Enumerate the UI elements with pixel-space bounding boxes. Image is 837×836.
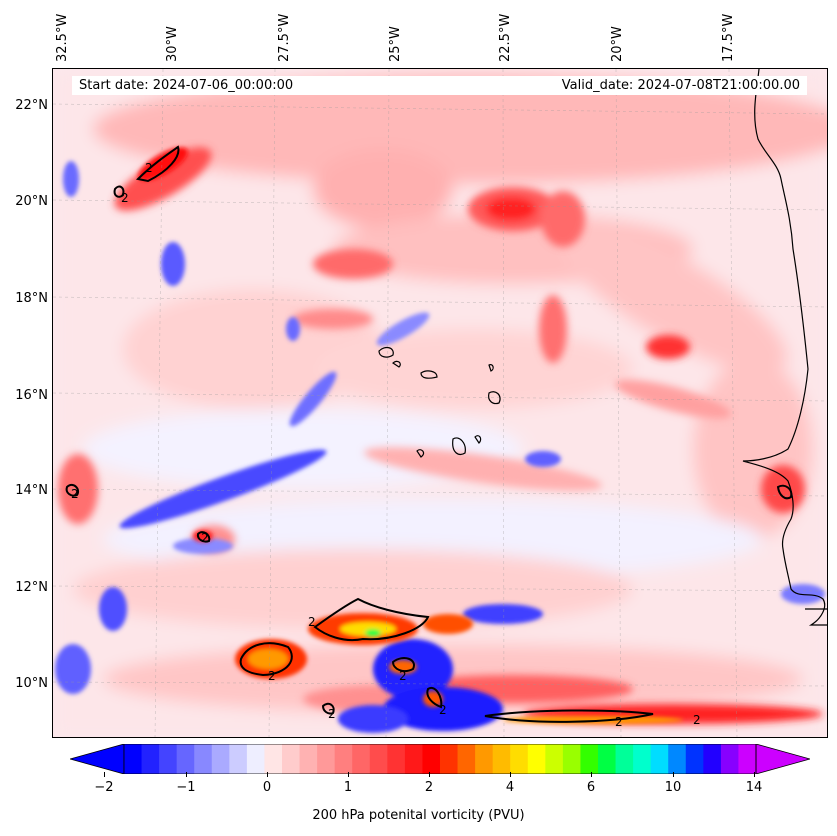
longitude-label-25w: 25°W — [388, 26, 403, 62]
contour-label: 2 — [693, 713, 701, 727]
latitude-label-20n: 20°N — [15, 194, 48, 209]
colorbar-segment — [615, 744, 634, 774]
colorbar-segment — [334, 744, 353, 774]
valid-date-label: Valid_date: 2024-07-08T21:00:00.00 — [561, 78, 800, 93]
latitude-label-16n: 16°N — [15, 388, 48, 403]
colorbar-tickmark — [104, 772, 105, 777]
contour-label: 2 — [201, 531, 209, 545]
colorbar-segment — [703, 744, 722, 774]
colorbar-tickmark — [673, 772, 674, 777]
colorbar-segment — [264, 744, 283, 774]
colorbar-segment — [352, 744, 371, 774]
latitude-label-14n: 14°N — [15, 483, 48, 498]
colorbar-segment — [668, 744, 687, 774]
colorbar-segment — [422, 744, 441, 774]
longitude-label-22-5w: 22.5°W — [498, 13, 513, 62]
latitude-label-18n: 18°N — [15, 291, 48, 306]
colorbar-segment — [527, 744, 546, 774]
longitude-label-27-5w: 27.5°W — [277, 13, 292, 62]
colorbar-tickmark — [591, 772, 592, 777]
colorbar-segment — [369, 744, 388, 774]
longitude-label-20w: 20°W — [610, 26, 625, 62]
colorbar-extend-min — [68, 743, 125, 775]
colorbar-segment — [246, 744, 265, 774]
contour-label: 2 — [121, 191, 129, 205]
contour-label: 2 — [308, 615, 316, 629]
pv-contours-2pvu — [65, 145, 793, 723]
colorbar-tickmark — [348, 772, 349, 777]
latitude-label-22n: 22°N — [15, 98, 48, 113]
colorbar-tickmark — [429, 772, 430, 777]
colorbar-segment — [387, 744, 406, 774]
longitude-label-30w: 30°W — [165, 26, 180, 62]
start-date-label: Start date: 2024-07-06_00:00:00 — [79, 78, 294, 93]
colorbar-graphic — [68, 743, 812, 775]
potential-vorticity-map[interactable]: 2 2 2 2 2 2 2 2 2 2 2 — [52, 68, 828, 738]
colorbar-segment — [545, 744, 564, 774]
longitude-label-32-5w: 32.5°W — [55, 13, 70, 62]
contour-label: 2 — [71, 487, 79, 501]
colorbar-tick-label: 1 — [343, 780, 353, 795]
map-canvas — [53, 69, 827, 737]
cabo-verde-islands[interactable] — [378, 346, 501, 458]
colorbar-segment — [580, 744, 599, 774]
contour-label: 2 — [328, 707, 336, 721]
colorbar-segment — [492, 744, 511, 774]
graticule — [53, 69, 827, 737]
colorbar-extend-max — [755, 743, 812, 775]
colorbar-tick-label: 4 — [505, 780, 515, 795]
latitude-label-12n: 12°N — [15, 580, 48, 595]
longitude-label-17-5w: 17.5°W — [721, 13, 736, 62]
colorbar-tick-label: −2 — [94, 780, 114, 795]
colorbar-segment — [229, 744, 248, 774]
colorbar-segment — [633, 744, 652, 774]
colorbar-segment — [440, 744, 459, 774]
colorbar-segment — [299, 744, 318, 774]
contour-label: 2 — [399, 669, 407, 683]
colorbar-tickmark — [510, 772, 511, 777]
latitude-label-10n: 10°N — [15, 676, 48, 691]
colorbar-title: 200 hPa potenital vorticity (PVU) — [312, 808, 525, 823]
colorbar-segment — [282, 744, 301, 774]
colorbar-tick-label: 6 — [586, 780, 596, 795]
colorbar-tick-label: −1 — [176, 780, 196, 795]
contour-label: 2 — [615, 715, 623, 729]
colorbar-segment — [404, 744, 423, 774]
colorbar-segment — [124, 744, 143, 774]
colorbar-tickmark — [186, 772, 187, 777]
colorbar-tickmark — [754, 772, 755, 777]
colorbar-segment — [685, 744, 704, 774]
colorbar-segment — [457, 744, 476, 774]
colorbar-segment — [720, 744, 739, 774]
coastline — [742, 69, 827, 626]
colorbar-segment — [475, 744, 494, 774]
colorbar-segment — [562, 744, 581, 774]
colorbar-tick-label: 0 — [262, 780, 272, 795]
colorbar-segment — [738, 744, 757, 774]
colorbar-segment — [211, 744, 230, 774]
colorbar-segment — [317, 744, 336, 774]
date-info-bar — [72, 76, 807, 95]
colorbar-tick-label: 10 — [664, 780, 682, 795]
colorbar-segment — [598, 744, 617, 774]
contour-label: 2 — [439, 703, 447, 717]
colorbar-segment — [141, 744, 160, 774]
colorbar — [68, 743, 812, 775]
colorbar-tickmark — [267, 772, 268, 777]
colorbar-segment — [176, 744, 195, 774]
contour-label: 2 — [268, 669, 276, 683]
colorbar-segment — [510, 744, 529, 774]
contour-label: 2 — [145, 161, 153, 175]
colorbar-segment — [194, 744, 213, 774]
colorbar-segment — [159, 744, 178, 774]
colorbar-tick-label: 14 — [745, 780, 763, 795]
colorbar-segment — [650, 744, 669, 774]
colorbar-tick-label: 2 — [424, 780, 434, 795]
